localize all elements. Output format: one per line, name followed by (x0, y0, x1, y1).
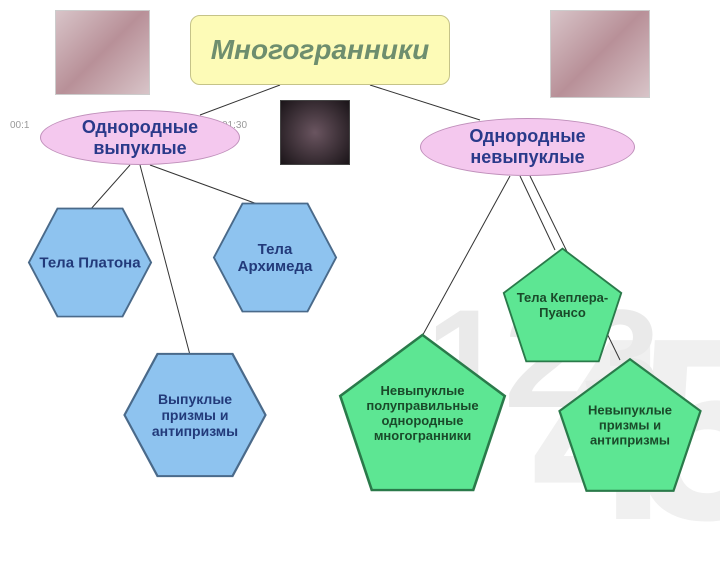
polyhedron-image-center (280, 100, 350, 165)
leaf-nonconvex-semi: Невыпуклые полуправильные однородные мно… (335, 330, 510, 495)
leaf-nonconvex-prisms: Невыпуклые призмы и антипризмы (555, 355, 705, 495)
branch-nonconvex: Однородные невыпуклые (420, 118, 635, 176)
branch-convex: Однородные выпуклые (40, 110, 240, 165)
title-text: Многогранники (211, 34, 430, 66)
leaf-kepler: Тела Кеплера-Пуансо (500, 245, 625, 365)
leaf-nonconvex-prisms-label: Невыпуклые призмы и антипризмы (563, 399, 698, 452)
polyhedron-image-left (55, 10, 150, 95)
polyhedron-image-right (550, 10, 650, 98)
leaf-archimed: Тела Архимеда (210, 200, 340, 315)
leaf-platon: Тела Платона (25, 205, 155, 320)
leaf-platon-label: Тела Платона (32, 250, 149, 275)
leaf-convex-prisms: Выпуклые призмы и антипризмы (120, 350, 270, 480)
title-box: Многогранники (190, 15, 450, 85)
leaf-kepler-label: Тела Кеплера-Пуансо (506, 286, 619, 324)
leaf-nonconvex-semi-label: Невыпуклые полуправильные однородные мно… (344, 379, 502, 447)
leaf-archimed-label: Тела Архимеда (217, 237, 334, 279)
leaf-convex-prisms-label: Выпуклые призмы и антипризмы (128, 387, 263, 443)
timecode-left: 00:1 (10, 120, 29, 131)
branch-nonconvex-label: Однородные невыпуклые (429, 126, 626, 168)
branch-convex-label: Однородные выпуклые (49, 117, 231, 159)
